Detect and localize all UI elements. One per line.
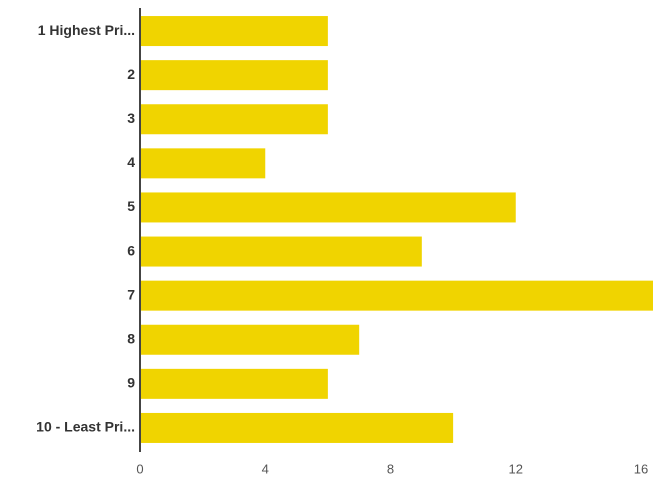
bar bbox=[140, 280, 653, 311]
bar bbox=[140, 324, 360, 355]
y-tick-label: 2 bbox=[127, 66, 135, 82]
y-tick-label: 7 bbox=[127, 286, 135, 302]
y-tick-label: 9 bbox=[127, 375, 135, 391]
bar bbox=[140, 104, 328, 135]
y-tick-label: 6 bbox=[127, 242, 135, 258]
y-tick-label: 10 - Least Pri... bbox=[36, 419, 135, 435]
bar bbox=[140, 60, 328, 91]
bar bbox=[140, 368, 328, 399]
bar bbox=[140, 16, 328, 47]
bar bbox=[140, 148, 266, 179]
y-tick-label: 5 bbox=[127, 198, 135, 214]
x-tick-label: 12 bbox=[509, 461, 523, 476]
y-tick-label: 1 Highest Pri... bbox=[38, 22, 135, 38]
bar bbox=[140, 412, 454, 443]
bar bbox=[140, 236, 422, 267]
x-tick-label: 8 bbox=[387, 461, 394, 476]
y-tick-label: 4 bbox=[127, 154, 135, 170]
x-tick-label: 16 bbox=[634, 461, 648, 476]
bar bbox=[140, 192, 516, 223]
x-tick-label: 0 bbox=[136, 461, 143, 476]
y-tick-label: 8 bbox=[127, 330, 135, 346]
y-tick-label: 3 bbox=[127, 110, 135, 126]
x-tick-label: 4 bbox=[262, 461, 269, 476]
